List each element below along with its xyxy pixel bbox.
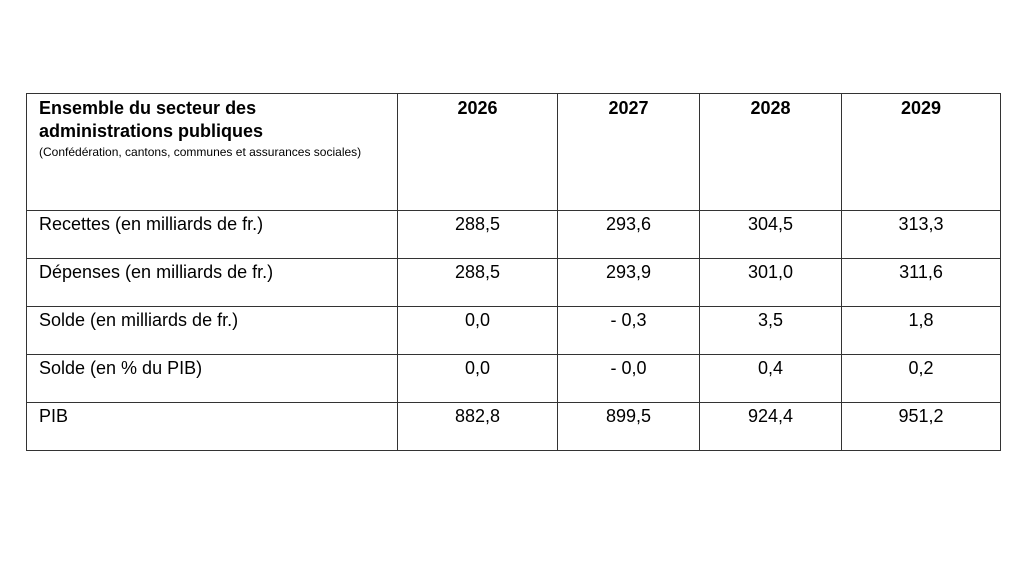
table-row-solde-milliards: Solde (en milliards de fr.) 0,0 - 0,3 3,… (26, 306, 1001, 355)
year-header-2029: 2029 (841, 93, 1001, 211)
year-header-2028: 2028 (699, 93, 842, 211)
table-cell: - 0,0 (557, 354, 700, 403)
public-finances-table: Ensemble du secteur des administrations … (26, 93, 1001, 451)
table-cell: 3,5 (699, 306, 842, 355)
table-cell: 0,2 (841, 354, 1001, 403)
table-row-solde-pib: Solde (en % du PIB) 0,0 - 0,0 0,4 0,2 (26, 354, 1001, 403)
table-header-row: Ensemble du secteur des administrations … (26, 93, 1001, 211)
year-header-2026: 2026 (397, 93, 558, 211)
table-row-recettes: Recettes (en milliards de fr.) 288,5 293… (26, 210, 1001, 259)
row-label: PIB (26, 402, 398, 451)
table-subtitle: (Confédération, cantons, communes et ass… (39, 145, 362, 159)
table-row-pib: PIB 882,8 899,5 924,4 951,2 (26, 402, 1001, 451)
table-cell: 288,5 (397, 210, 558, 259)
table-cell: 924,4 (699, 402, 842, 451)
table-cell: 304,5 (699, 210, 842, 259)
table-cell: 951,2 (841, 402, 1001, 451)
table-cell: 293,9 (557, 258, 700, 307)
table-cell: 301,0 (699, 258, 842, 307)
table-cell: 311,6 (841, 258, 1001, 307)
row-label: Dépenses (en milliards de fr.) (26, 258, 398, 307)
table-cell: 882,8 (397, 402, 558, 451)
header-label-cell: Ensemble du secteur des administrations … (26, 93, 398, 211)
year-header-2027: 2027 (557, 93, 700, 211)
row-label: Solde (en % du PIB) (26, 354, 398, 403)
row-label: Solde (en milliards de fr.) (26, 306, 398, 355)
table-title: Ensemble du secteur des administrations … (39, 98, 264, 141)
table-cell: 0,0 (397, 306, 558, 355)
table-cell: - 0,3 (557, 306, 700, 355)
table-cell: 899,5 (557, 402, 700, 451)
table-cell: 313,3 (841, 210, 1001, 259)
table-cell: 0,4 (699, 354, 842, 403)
table-cell: 288,5 (397, 258, 558, 307)
row-label: Recettes (en milliards de fr.) (26, 210, 398, 259)
table-cell: 293,6 (557, 210, 700, 259)
table-row-depenses: Dépenses (en milliards de fr.) 288,5 293… (26, 258, 1001, 307)
table-cell: 1,8 (841, 306, 1001, 355)
table-cell: 0,0 (397, 354, 558, 403)
